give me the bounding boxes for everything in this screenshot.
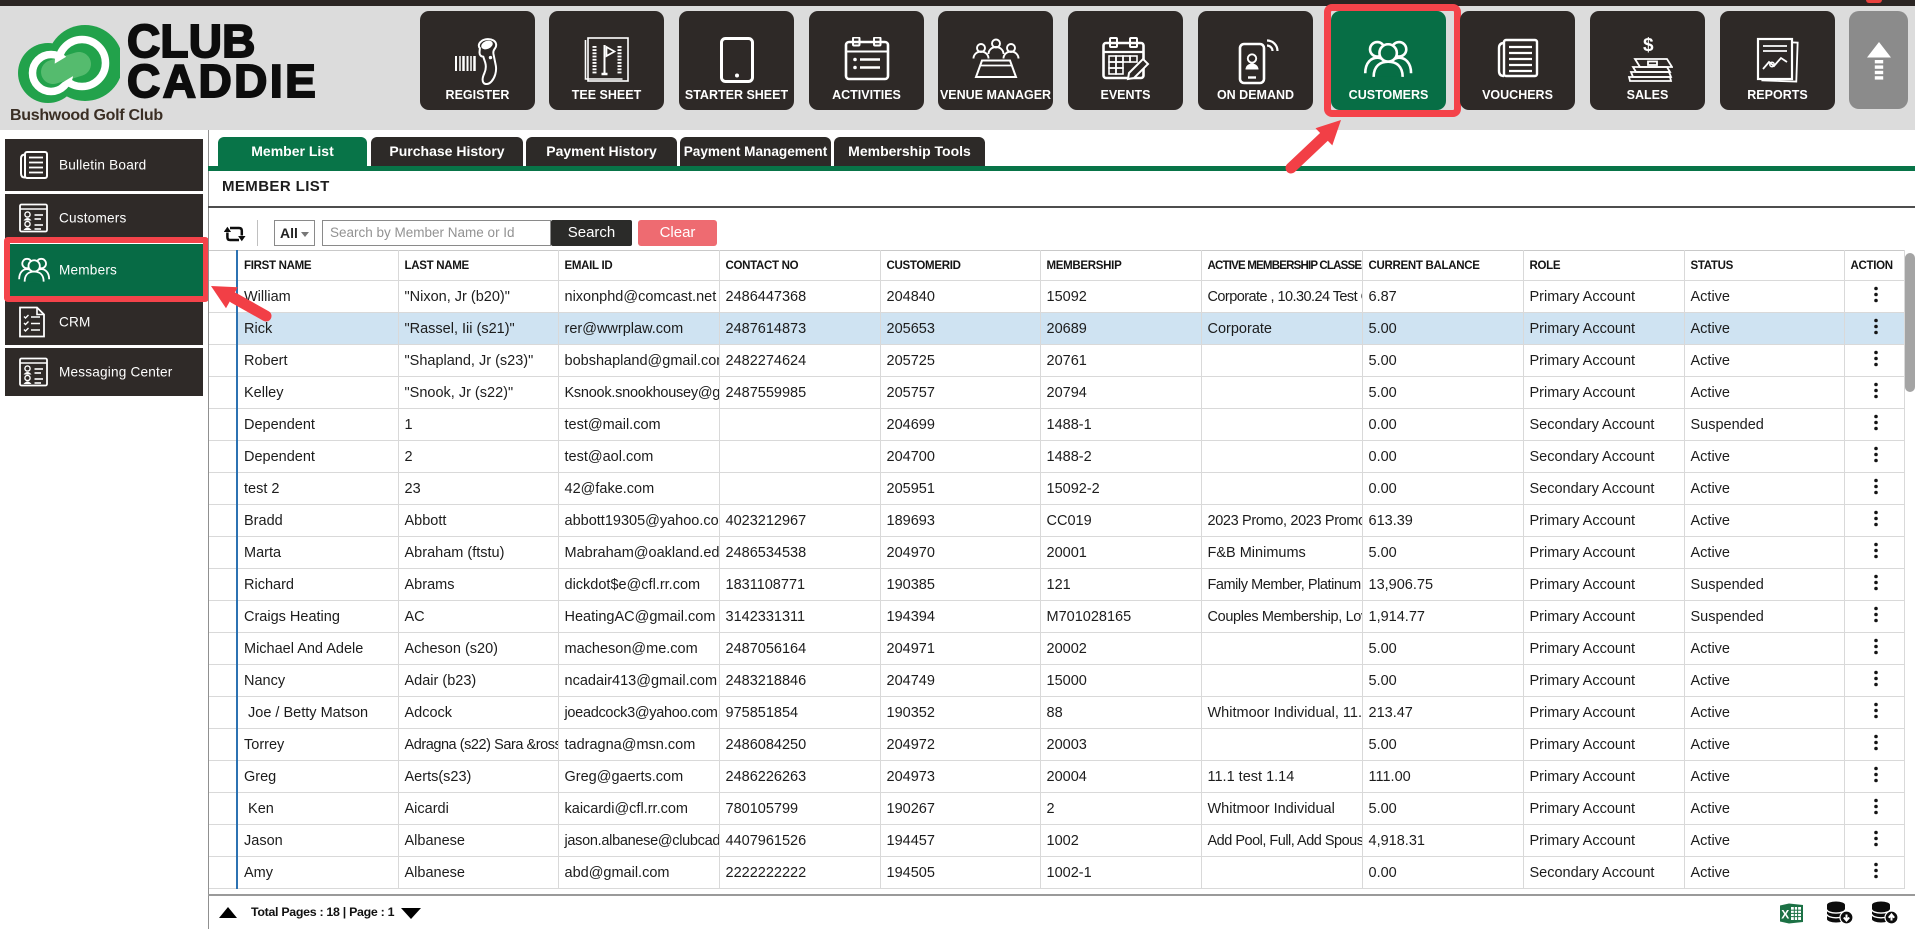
svg-text:$: $	[1643, 37, 1654, 56]
svg-text:X: X	[1781, 908, 1789, 922]
